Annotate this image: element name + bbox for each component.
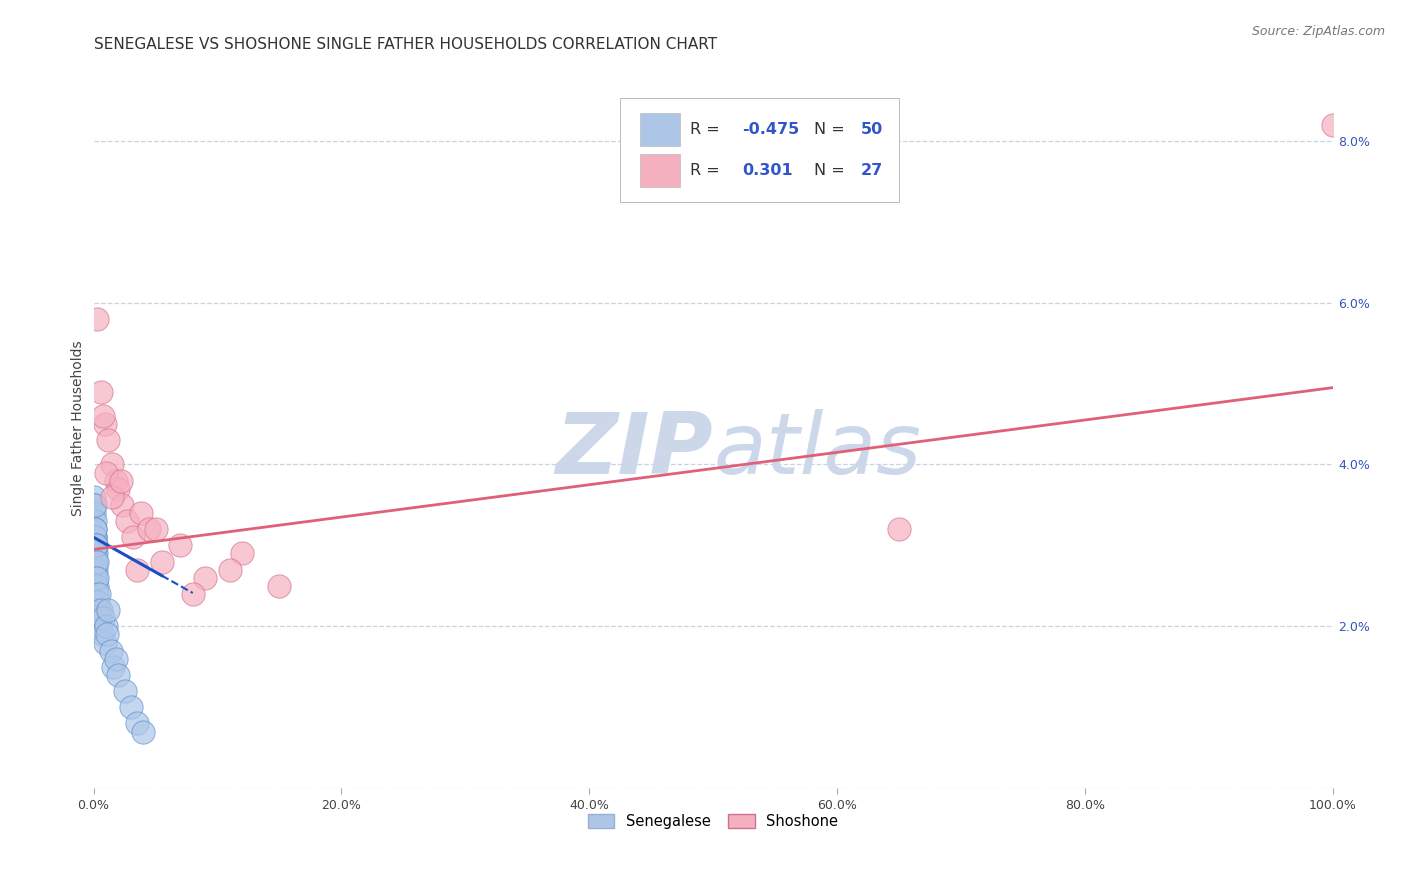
Point — [84, 547, 107, 561]
Point — [219, 563, 242, 577]
Point — [87, 603, 110, 617]
Point — [84, 547, 107, 561]
Point — [93, 409, 115, 423]
Point — [269, 579, 291, 593]
Point — [83, 498, 105, 512]
Point — [84, 530, 107, 544]
Point — [145, 522, 167, 536]
Text: R =: R = — [690, 121, 724, 136]
Point — [169, 538, 191, 552]
Text: ZIP: ZIP — [555, 409, 713, 491]
Point — [93, 635, 115, 649]
Point — [83, 538, 105, 552]
Point — [101, 490, 124, 504]
Point — [84, 555, 107, 569]
Point — [110, 474, 132, 488]
Point — [93, 417, 115, 431]
Point — [87, 595, 110, 609]
Point — [84, 522, 107, 536]
Point — [84, 571, 107, 585]
Text: N =: N = — [814, 121, 849, 136]
Point — [120, 700, 142, 714]
Text: N =: N = — [814, 163, 849, 178]
FancyBboxPatch shape — [640, 112, 681, 145]
Point — [83, 530, 105, 544]
Point — [89, 611, 111, 625]
Point — [150, 555, 173, 569]
Point — [84, 563, 107, 577]
Point — [91, 627, 114, 641]
Point — [122, 530, 145, 544]
Point — [83, 498, 105, 512]
Point — [125, 563, 148, 577]
Point — [103, 660, 125, 674]
Text: SENEGALESE VS SHOSHONE SINGLE FATHER HOUSEHOLDS CORRELATION CHART: SENEGALESE VS SHOSHONE SINGLE FATHER HOU… — [94, 37, 717, 53]
Point — [89, 619, 111, 633]
Point — [86, 555, 108, 569]
Text: 27: 27 — [860, 163, 883, 178]
Point — [83, 547, 105, 561]
Point — [104, 474, 127, 488]
Point — [86, 311, 108, 326]
Point — [84, 555, 107, 569]
Text: -0.475: -0.475 — [742, 121, 799, 136]
Point — [111, 498, 134, 512]
Point — [125, 716, 148, 731]
Point — [83, 555, 105, 569]
Text: R =: R = — [690, 163, 724, 178]
Point — [115, 514, 138, 528]
Text: atlas: atlas — [713, 409, 921, 491]
Point — [194, 571, 217, 585]
Text: 50: 50 — [860, 121, 883, 136]
Point — [101, 458, 124, 472]
Text: 0.301: 0.301 — [742, 163, 793, 178]
Text: Source: ZipAtlas.com: Source: ZipAtlas.com — [1251, 25, 1385, 38]
Point — [83, 506, 105, 520]
Point — [84, 538, 107, 552]
FancyBboxPatch shape — [640, 154, 681, 187]
FancyBboxPatch shape — [620, 97, 900, 202]
Point — [231, 547, 253, 561]
Y-axis label: Single Father Households: Single Father Households — [72, 341, 86, 516]
Point — [114, 684, 136, 698]
Point — [94, 619, 117, 633]
Legend: Senegalese, Shoshone: Senegalese, Shoshone — [582, 808, 844, 835]
Point — [83, 563, 105, 577]
Point — [132, 724, 155, 739]
Point — [86, 579, 108, 593]
Point — [129, 506, 152, 520]
Point — [94, 466, 117, 480]
Point — [83, 514, 105, 528]
Point — [181, 587, 204, 601]
Point — [83, 522, 105, 536]
Point — [93, 611, 115, 625]
Point — [100, 643, 122, 657]
Point — [90, 603, 112, 617]
Point — [1322, 118, 1344, 132]
Point — [84, 571, 107, 585]
Point — [104, 651, 127, 665]
Point — [107, 668, 129, 682]
Point — [84, 555, 107, 569]
Point — [84, 530, 107, 544]
Point — [138, 522, 160, 536]
Point — [97, 433, 120, 447]
Point — [84, 538, 107, 552]
Point — [86, 587, 108, 601]
Point — [83, 490, 105, 504]
Point — [84, 538, 107, 552]
Point — [96, 627, 118, 641]
Point — [107, 482, 129, 496]
Point — [90, 384, 112, 399]
Point — [86, 571, 108, 585]
Point — [89, 587, 111, 601]
Point — [83, 538, 105, 552]
Point — [97, 603, 120, 617]
Point — [889, 522, 911, 536]
